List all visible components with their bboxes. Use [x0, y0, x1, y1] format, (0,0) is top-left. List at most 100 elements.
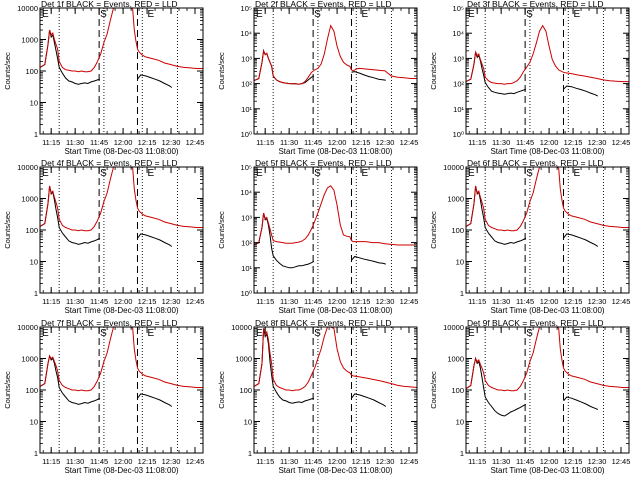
- end-marker: E: [42, 328, 49, 339]
- x-tick-label: 11:15: [468, 457, 486, 466]
- x-tick-label: 12:15: [564, 297, 583, 306]
- events-series-1: [351, 255, 386, 265]
- end-marker: E: [468, 328, 475, 339]
- lld-series-2: [254, 185, 417, 246]
- start-marker: S: [526, 328, 533, 339]
- y-axis-label: Counts/sec: [3, 52, 12, 90]
- lld-series-2: [254, 24, 417, 85]
- y-tick-label: 100: [451, 226, 464, 235]
- y-tick-label: 1000: [235, 355, 252, 364]
- y-tick-label: 1: [460, 289, 464, 298]
- y-tick-label: 10⁵: [453, 4, 464, 13]
- end-marker: E: [147, 168, 154, 179]
- y-tick-label: 1: [248, 449, 252, 458]
- events-series-1: [137, 233, 173, 247]
- x-tick-label: 12:45: [400, 457, 419, 466]
- x-tick-label: 11:45: [304, 457, 322, 466]
- x-tick-label: 11:15: [42, 138, 60, 147]
- events-series-1: [137, 393, 173, 407]
- y-axis-label: Counts/sec: [217, 52, 226, 90]
- lld-series-2: [466, 167, 629, 232]
- x-tick-label: 12:00: [328, 297, 347, 306]
- x-tick-label: 12:00: [114, 138, 133, 147]
- end-marker: E: [147, 328, 154, 339]
- end-marker: E: [573, 9, 580, 20]
- start-marker: S: [526, 9, 533, 20]
- y-tick-label: 1: [460, 449, 464, 458]
- end-marker: E: [256, 9, 263, 20]
- x-tick-label: 12:00: [328, 138, 347, 147]
- y-tick-label: 10: [456, 418, 464, 427]
- x-tick-label: 12:00: [540, 297, 559, 306]
- y-axis-label: Counts/sec: [429, 52, 438, 90]
- x-tick-label: 11:45: [516, 138, 534, 147]
- x-tick-label: 11:15: [468, 297, 486, 306]
- y-tick-label: 10: [30, 99, 38, 108]
- y-tick-label: 10000: [17, 323, 38, 332]
- y-tick-label: 1000: [21, 36, 38, 45]
- end-marker: E: [147, 9, 154, 20]
- x-tick-label: 12:15: [138, 297, 157, 306]
- start-marker: S: [526, 168, 533, 179]
- y-tick-label: 10⁰: [241, 130, 252, 139]
- x-tick-label: 12:30: [162, 138, 181, 147]
- x-tick-label: 12:30: [162, 457, 181, 466]
- panel-title: Det 3f BLACK = Events, RED = LLD: [467, 0, 604, 9]
- y-tick-label: 1000: [447, 355, 464, 364]
- plot-frame: [39, 166, 204, 294]
- x-axis-label: Start Time (08-Dec-03 11:08:00): [278, 306, 392, 315]
- events-series-0: [40, 354, 101, 405]
- end-marker: E: [468, 168, 475, 179]
- x-tick-label: 12:15: [352, 297, 371, 306]
- end-marker: E: [42, 168, 49, 179]
- y-tick-label: 10³: [453, 54, 464, 63]
- x-tick-label: 11:15: [256, 297, 274, 306]
- x-tick-label: 11:30: [66, 297, 84, 306]
- x-tick-label: 12:15: [564, 457, 583, 466]
- y-tick-label: 10: [30, 418, 38, 427]
- end-marker: E: [361, 9, 368, 20]
- y-tick-label: 10000: [443, 163, 464, 172]
- x-tick-label: 11:30: [280, 457, 298, 466]
- events-series-1: [137, 74, 173, 88]
- events-series-1: [563, 233, 599, 247]
- x-tick-label: 11:15: [42, 297, 60, 306]
- x-axis-label: Start Time (08-Dec-03 11:08:00): [278, 466, 392, 475]
- x-tick-label: 12:30: [588, 297, 607, 306]
- y-tick-label: 10²: [453, 80, 464, 89]
- x-tick-label: 11:30: [492, 138, 510, 147]
- x-tick-label: 11:15: [256, 138, 274, 147]
- x-tick-label: 11:30: [492, 297, 510, 306]
- y-tick-label: 10¹: [241, 264, 252, 273]
- y-tick-label: 1000: [21, 195, 38, 204]
- x-tick-label: 12:15: [352, 457, 371, 466]
- x-tick-label: 12:30: [162, 297, 181, 306]
- start-marker: S: [314, 9, 321, 20]
- x-axis-label: Start Time (08-Dec-03 11:08:00): [490, 147, 604, 156]
- panel-title: Det 2f BLACK = Events, RED = LLD: [255, 0, 392, 9]
- x-tick-label: 12:00: [114, 457, 133, 466]
- events-series-1: [563, 85, 599, 97]
- x-axis-label: Start Time (08-Dec-03 11:08:00): [64, 306, 178, 315]
- lld-series-2: [254, 327, 417, 392]
- x-tick-label: 12:15: [138, 138, 157, 147]
- end-marker: E: [468, 9, 475, 20]
- y-tick-label: 10000: [443, 323, 464, 332]
- y-tick-label: 10²: [241, 80, 252, 89]
- x-axis-label: Start Time (08-Dec-03 11:08:00): [490, 306, 604, 315]
- start-marker: S: [100, 168, 107, 179]
- y-tick-label: 10: [456, 258, 464, 267]
- lld-series-2: [40, 167, 203, 232]
- x-axis-label: Start Time (08-Dec-03 11:08:00): [278, 147, 392, 156]
- y-tick-label: 10000: [231, 323, 252, 332]
- x-axis-label: Start Time (08-Dec-03 11:08:00): [490, 466, 604, 475]
- x-tick-label: 11:45: [90, 138, 108, 147]
- y-tick-label: 100: [239, 386, 252, 395]
- x-tick-label: 12:15: [138, 457, 157, 466]
- events-series-0: [466, 51, 527, 95]
- x-tick-label: 11:45: [90, 297, 108, 306]
